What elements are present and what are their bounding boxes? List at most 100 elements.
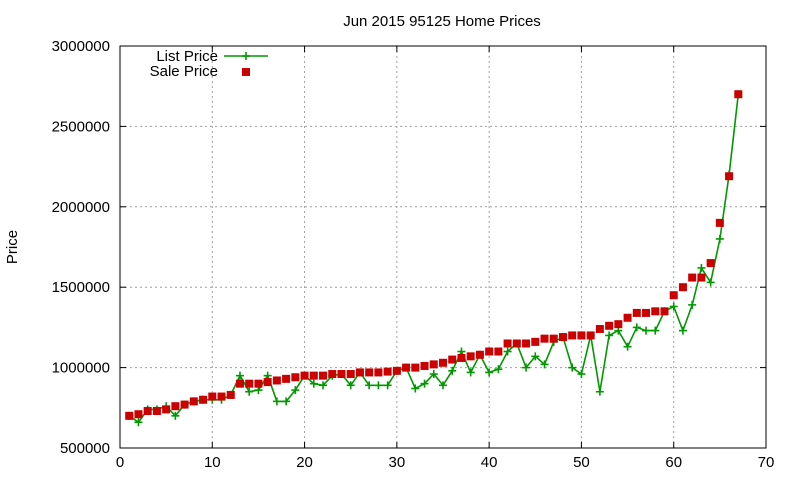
sale-price-point	[688, 273, 697, 282]
sale-price-point	[725, 172, 734, 181]
x-tick-label: 70	[758, 454, 775, 471]
list-price-point	[291, 386, 300, 395]
list-price-point	[494, 365, 503, 374]
sale-price-point	[392, 366, 401, 375]
list-price-point	[420, 379, 429, 388]
sale-price-point	[642, 308, 651, 317]
sale-price-point	[531, 337, 540, 346]
sale-price-point	[549, 334, 558, 343]
sale-price-point	[125, 411, 134, 420]
sale-price-point	[568, 331, 577, 340]
sale-price-point	[263, 378, 272, 387]
sale-price-point	[660, 307, 669, 316]
sale-price-point	[448, 355, 457, 364]
list-price-point	[245, 387, 254, 396]
list-price-point	[134, 418, 143, 427]
x-tick-label: 50	[573, 454, 590, 471]
list-price-point	[309, 379, 318, 388]
x-tick-label: 10	[204, 454, 221, 471]
sale-price-point	[355, 368, 364, 377]
list-price-point	[365, 381, 374, 390]
sale-price-point	[651, 307, 660, 316]
y-tick-label: 1000000	[52, 360, 110, 377]
sale-price-point	[494, 347, 503, 356]
list-price-point	[577, 370, 586, 379]
sale-price-point	[134, 410, 143, 419]
sale-price-point	[595, 325, 604, 334]
legend: List Price Sale Price	[150, 48, 268, 80]
list-price-point	[651, 326, 660, 335]
list-price-point	[595, 387, 604, 396]
sale-price-point	[678, 283, 687, 292]
sale-price-point	[715, 218, 724, 227]
list-price-point	[568, 363, 577, 372]
sale-price-point	[254, 379, 263, 388]
list-price-point	[697, 263, 706, 272]
sale-price-point	[199, 395, 208, 404]
sale-price-point	[614, 320, 623, 329]
chart-title: Jun 2015 95125 Home Prices	[343, 13, 541, 30]
sale-price-point	[540, 334, 549, 343]
sale-price-point	[522, 339, 531, 348]
sale-price-point	[328, 370, 337, 379]
sale-price-point	[706, 259, 715, 268]
list-price-point	[411, 384, 420, 393]
y-axis-label: Price	[4, 230, 21, 264]
list-price-point	[235, 371, 244, 380]
sale-price-point	[734, 90, 743, 99]
sale-price-point	[402, 363, 411, 372]
plot-frame	[119, 45, 767, 449]
sale-price-point	[319, 371, 328, 380]
list-price-point	[466, 368, 475, 377]
list-price-point	[706, 278, 715, 287]
sale-price-point	[282, 374, 291, 383]
grid	[120, 46, 766, 448]
sale-price-point	[217, 392, 226, 401]
x-tick-label: 20	[296, 454, 313, 471]
sale-price-point	[171, 402, 180, 411]
x-tick-label: 40	[481, 454, 498, 471]
list-price-point	[642, 326, 651, 335]
sale-price-point	[669, 291, 678, 300]
sale-price-point	[337, 370, 346, 379]
list-price-point	[346, 381, 355, 390]
sale-price-point	[374, 368, 383, 377]
list-price-point	[678, 326, 687, 335]
sale-price-point	[300, 371, 309, 380]
sale-price-point	[152, 407, 161, 416]
sale-price-point	[346, 370, 355, 379]
list-price-point	[272, 397, 281, 406]
sale-price-point	[189, 397, 198, 406]
y-tick-label: 2000000	[52, 199, 110, 216]
legend-label-sale-price: Sale Price	[150, 63, 218, 80]
legend-marker-list-price	[242, 52, 250, 60]
y-tick-label: 2500000	[52, 118, 110, 135]
legend-sample-sale-price	[242, 68, 250, 76]
sale-price-point	[475, 350, 484, 359]
y-tick-label: 3000000	[52, 38, 110, 55]
sale-price-point	[485, 347, 494, 356]
sale-price-point	[632, 308, 641, 317]
sale-price-point	[411, 363, 420, 372]
sale-price-point	[605, 321, 614, 330]
list-price-point	[540, 360, 549, 369]
list-price-point	[282, 397, 291, 406]
sale-price-point	[429, 360, 438, 369]
list-price-point	[669, 302, 678, 311]
list-price-point	[531, 352, 540, 361]
markers	[125, 90, 743, 427]
list-price-point	[429, 370, 438, 379]
x-tick-label: 30	[389, 454, 406, 471]
list-price-point	[439, 381, 447, 390]
sale-price-point	[457, 353, 466, 362]
legend-label-list-price: List Price	[156, 48, 218, 65]
list-price-point	[448, 366, 457, 375]
sale-price-point	[235, 379, 244, 388]
sale-price-point	[420, 361, 429, 370]
sale-price-point	[512, 339, 521, 348]
sale-price-point	[697, 273, 706, 282]
list-price-point	[171, 411, 180, 420]
sale-price-point	[365, 368, 374, 377]
sale-price-point	[143, 407, 152, 416]
